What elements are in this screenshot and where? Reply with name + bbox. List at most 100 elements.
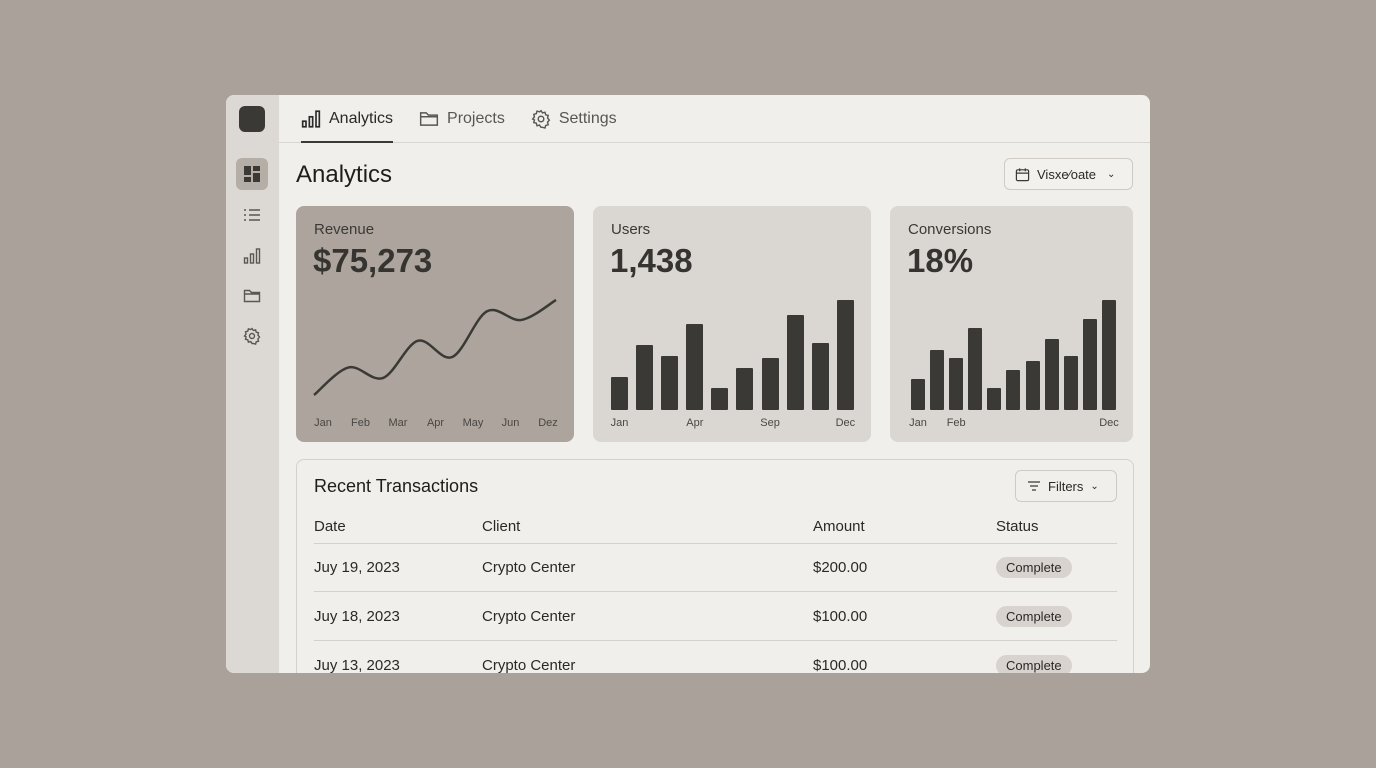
users-card: Users 1,438 Jan Apr Sep Dec <box>593 206 871 442</box>
x-tick-label: Apr <box>426 417 445 429</box>
status-badge: Complete <box>996 655 1072 673</box>
bar-chart-icon <box>301 109 321 128</box>
row-amount: $100.00 <box>813 608 868 625</box>
revenue-label: Revenue <box>314 221 375 238</box>
filters-button[interactable]: Filters ⌄ <box>1015 470 1117 502</box>
status-badge: Complete <box>996 557 1072 578</box>
x-tick-label: Feb <box>946 417 966 429</box>
bar <box>1101 300 1116 410</box>
bar <box>836 300 854 410</box>
bar <box>1025 360 1040 410</box>
chevron-down-icon: ⌄ <box>1090 480 1099 492</box>
date-range-button[interactable]: Visxe⁄oate ⌄ <box>1004 158 1133 190</box>
x-tick-label: Dec <box>835 417 856 429</box>
revenue-card: Revenue $75,273 Jan Feb Mar Apr May Jun Dez <box>296 206 574 442</box>
conversions-label: Conversions <box>908 221 992 238</box>
row-client: Crypto Center <box>482 559 576 576</box>
transactions-panel: Recent Transactions Filters ⌄ Date Clien… <box>296 459 1134 673</box>
page-title: Analytics <box>296 161 393 188</box>
sidebar-item-projects[interactable] <box>236 280 268 312</box>
bar <box>711 388 729 410</box>
users-bar-chart <box>611 298 854 410</box>
row-client: Crypto Center <box>482 657 576 673</box>
tab-settings[interactable]: Settings <box>531 95 617 143</box>
app-logo[interactable] <box>239 106 265 132</box>
calendar-icon <box>1015 167 1030 181</box>
bar <box>911 379 925 410</box>
sidebar-item-dashboard[interactable] <box>236 158 268 190</box>
date-range-label: Visxe⁄oate <box>1037 166 1097 182</box>
bar <box>661 356 679 410</box>
x-tick-label: Dez <box>538 417 558 429</box>
bar <box>949 358 964 410</box>
dashboard-icon <box>244 166 260 182</box>
bar <box>1044 338 1059 410</box>
sidebar-item-settings[interactable] <box>236 320 268 352</box>
column-header-amount[interactable]: Amount <box>813 518 865 535</box>
list-icon <box>244 209 260 221</box>
column-header-status[interactable]: Status <box>996 518 1039 535</box>
bar <box>786 315 804 410</box>
sidebar-item-analytics[interactable] <box>236 240 268 272</box>
conversions-card: Conversions 18% Jan Feb Dec <box>890 206 1133 442</box>
filters-label: Filters <box>1048 478 1084 494</box>
row-amount: $100.00 <box>813 657 868 673</box>
divider <box>314 591 1117 592</box>
filter-icon <box>1028 481 1040 491</box>
folder-icon <box>243 289 261 303</box>
bar <box>761 358 779 410</box>
tab-label: Settings <box>558 109 617 127</box>
row-client: Crypto Center <box>482 608 576 625</box>
bar <box>611 377 628 410</box>
column-header-date[interactable]: Date <box>314 518 346 535</box>
row-date: Juy 19, 2023 <box>314 559 400 576</box>
divider <box>314 640 1117 641</box>
users-label: Users <box>611 221 651 238</box>
gear-icon <box>243 327 261 345</box>
row-date: Juy 18, 2023 <box>314 608 400 625</box>
tab-label: Projects <box>447 109 505 127</box>
x-tick-label: May <box>462 417 484 429</box>
revenue-line <box>313 298 557 396</box>
row-amount: $200.00 <box>813 559 868 576</box>
sidebar-item-list[interactable] <box>236 199 268 231</box>
x-tick-label: Jan <box>314 417 332 429</box>
transactions-title: Recent Transactions <box>314 476 479 496</box>
bar <box>930 349 945 410</box>
bar <box>968 327 983 410</box>
bar <box>811 342 829 410</box>
top-tabs: Analytics Projects Settings <box>279 95 1150 143</box>
app-window: Analytics Projects Settings Analytics Vi… <box>226 95 1150 673</box>
bar <box>1006 370 1021 410</box>
bar <box>1082 318 1097 410</box>
bar <box>686 324 704 410</box>
column-header-client[interactable]: Client <box>482 518 521 535</box>
x-tick-label: Dec <box>1099 417 1119 429</box>
revenue-value: $75,273 <box>313 242 433 279</box>
conversions-value: 18% <box>907 242 974 279</box>
x-tick-label: Sep <box>760 417 780 429</box>
bar <box>987 388 1002 410</box>
row-date: Juy 13, 2023 <box>314 657 400 673</box>
tab-projects[interactable]: Projects <box>419 95 505 143</box>
bar <box>1063 356 1078 410</box>
users-value: 1,438 <box>610 242 693 279</box>
x-tick-label: Feb <box>351 417 370 429</box>
chevron-down-icon: ⌄ <box>1107 168 1116 180</box>
sidebar <box>226 95 279 673</box>
status-badge: Complete <box>996 606 1072 627</box>
bar-chart-icon <box>243 248 261 264</box>
x-tick-label: Jun <box>501 417 520 429</box>
x-tick-label: Jan <box>610 417 629 429</box>
bar <box>736 368 754 410</box>
tab-analytics[interactable]: Analytics <box>301 95 394 143</box>
conversions-bar-chart <box>911 298 1116 410</box>
gear-icon <box>531 109 551 129</box>
bar <box>636 345 654 410</box>
divider <box>314 543 1117 544</box>
revenue-line-chart <box>313 298 557 396</box>
x-tick-label: Apr <box>686 417 704 429</box>
tab-label: Analytics <box>329 109 394 127</box>
x-tick-label: Jan <box>909 417 927 429</box>
x-tick-label: Mar <box>388 417 408 429</box>
